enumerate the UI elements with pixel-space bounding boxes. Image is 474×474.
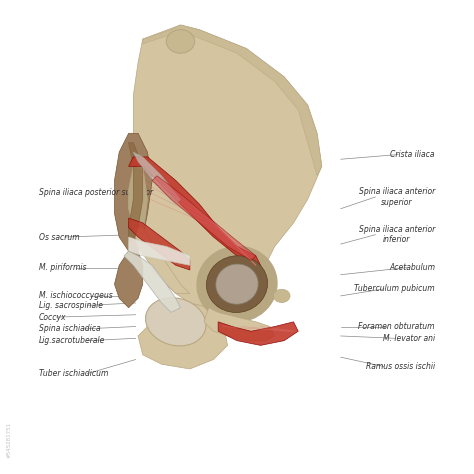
Text: Spina iliaca anterior
superior: Spina iliaca anterior superior	[359, 187, 435, 207]
Polygon shape	[128, 143, 143, 242]
Text: Ramus ossis ischii: Ramus ossis ischii	[366, 362, 435, 371]
Polygon shape	[138, 303, 228, 369]
Text: #545281751: #545281751	[6, 422, 11, 458]
Polygon shape	[133, 152, 181, 204]
Text: Tuberculum pubicum: Tuberculum pubicum	[354, 284, 435, 293]
Text: Tuber ischiadicum: Tuber ischiadicum	[39, 369, 109, 378]
Polygon shape	[128, 237, 190, 265]
Text: Coccyx: Coccyx	[39, 313, 66, 321]
Text: Os sacrum: Os sacrum	[39, 233, 80, 241]
Text: Spina ischiadica: Spina ischiadica	[39, 324, 100, 333]
Polygon shape	[133, 228, 190, 293]
Ellipse shape	[207, 256, 267, 312]
Text: Acetabulum: Acetabulum	[389, 263, 435, 272]
Polygon shape	[115, 251, 143, 308]
Polygon shape	[152, 176, 256, 261]
Polygon shape	[128, 218, 190, 270]
Polygon shape	[128, 157, 261, 265]
Polygon shape	[115, 133, 152, 251]
Text: M. piriformis: M. piriformis	[39, 263, 87, 272]
Ellipse shape	[197, 246, 277, 322]
Text: Lig.sacrotuberale: Lig.sacrotuberale	[39, 336, 105, 345]
Polygon shape	[124, 25, 322, 308]
Text: Lig. sacrospinale: Lig. sacrospinale	[39, 301, 103, 310]
Polygon shape	[143, 25, 322, 176]
Text: Foramen obturatum: Foramen obturatum	[358, 322, 435, 331]
Polygon shape	[218, 322, 298, 346]
Polygon shape	[128, 166, 147, 237]
Ellipse shape	[216, 264, 258, 304]
Ellipse shape	[273, 289, 290, 302]
Ellipse shape	[146, 298, 206, 346]
Text: Crista iliaca: Crista iliaca	[391, 150, 435, 159]
Text: M. levator ani: M. levator ani	[383, 334, 435, 343]
Text: M. ischiococcygeus: M. ischiococcygeus	[39, 292, 113, 301]
Text: Spina iliaca anterior
inferior: Spina iliaca anterior inferior	[359, 225, 435, 244]
Ellipse shape	[166, 30, 195, 53]
Polygon shape	[204, 308, 275, 341]
Polygon shape	[124, 251, 181, 312]
Text: Spina iliaca posterior superior: Spina iliaca posterior superior	[39, 188, 153, 197]
